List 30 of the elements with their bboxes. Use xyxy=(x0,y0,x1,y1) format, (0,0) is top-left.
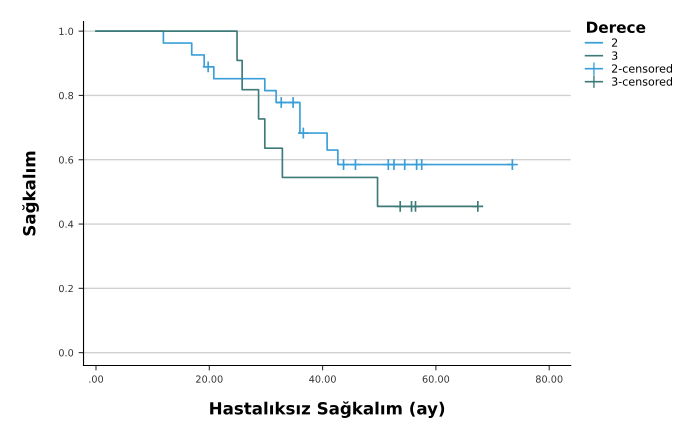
y-tick-label: 0.8 xyxy=(58,92,74,100)
legend-label: 2 xyxy=(612,38,618,47)
y-tick-label: 0.0 xyxy=(58,349,74,356)
point xyxy=(202,60,214,74)
x-tick-label: 20.00 xyxy=(196,375,223,383)
y-axis-title: Sağkalım xyxy=(22,152,39,236)
point xyxy=(394,200,406,213)
legend-title: Derece xyxy=(586,22,646,34)
x-tick-label: .00 xyxy=(89,375,104,383)
y-tick-label: 0.4 xyxy=(58,220,74,228)
legend-label: 2-censored xyxy=(612,64,672,73)
point xyxy=(275,96,288,109)
point xyxy=(297,126,310,140)
point xyxy=(506,158,519,171)
y-tick-label: 1.0 xyxy=(59,28,74,35)
x-tick-label: 40.00 xyxy=(309,375,336,383)
y-tick-label: 0.2 xyxy=(58,284,73,292)
x-axis-title: Hastalıksız Sağkalım (ay) xyxy=(210,401,444,418)
legend-label: 3 xyxy=(612,51,618,60)
point xyxy=(349,158,362,171)
point xyxy=(388,158,400,171)
x-tick-label: 60.00 xyxy=(422,375,450,383)
point xyxy=(337,158,350,171)
point xyxy=(398,158,411,171)
point xyxy=(286,96,300,109)
x-tick-label: 80.00 xyxy=(536,375,562,383)
y-tick-label: 0.6 xyxy=(58,156,74,164)
point xyxy=(472,200,484,213)
legend-label: 3-censored xyxy=(612,77,672,86)
point xyxy=(409,200,422,213)
